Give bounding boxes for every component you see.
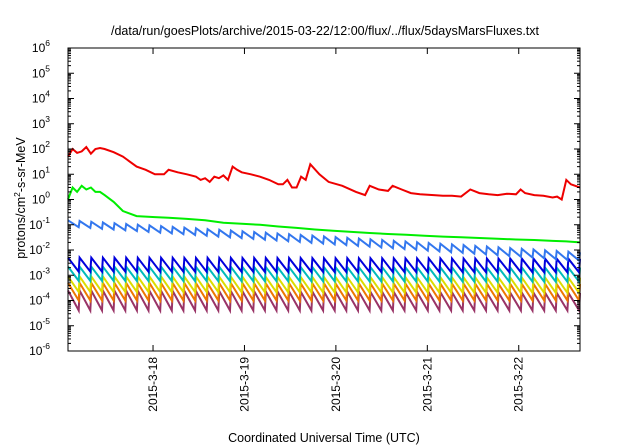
y-tick-label: 105 [32,63,50,80]
series-line-sawtooth [67,219,581,263]
y-tick-label: 10-5 [29,316,50,333]
x-tick-label: 2015-3-18 [146,357,160,412]
y-tick-label: 101 [32,164,50,181]
y-ticks: 10-6 10-5 10-4 10-3 10-2 10-1 100 101 102 103 104 1… [29,38,580,358]
x-axis-label: Coordinated Universal Time (UTC) [228,431,420,445]
y-tick-label: 104 [32,89,50,106]
y-tick-label: 10-1 [29,215,50,232]
y-tick-label: 100 [32,190,50,207]
x-tick-label: 2015-3-21 [420,357,434,412]
y-tick-label: 10-3 [29,265,50,282]
x-tick-label: 2015-3-22 [512,357,526,412]
y-axis-label-sup: 2 [12,192,22,197]
y-tick-label: 103 [32,114,50,131]
series-line-sawtooth [67,254,581,276]
y-tick-label: 106 [32,38,50,55]
chart-title: /data/run/goesPlots/archive/2015-03-22/1… [111,24,540,38]
x-tick-label: 2015-3-19 [237,357,251,412]
y-tick-label: 102 [32,139,50,156]
y-tick-label: 10-2 [29,240,50,257]
series-line [67,145,581,202]
y-axis-label-base: protons/cm [14,197,28,259]
y-tick-label: 10-4 [29,291,50,308]
plot-frame [67,47,581,352]
x-tick-label: 2015-3-20 [329,357,343,412]
x-ticks: 2015-3-18 2015-3-19 2015-3-20 2015-3-21 2015… [146,48,526,412]
y-axis-label: protons/cm2-s-sr-MeV [12,137,28,259]
y-axis-label-rest: -s-sr-MeV [14,137,28,193]
series-line [67,184,581,244]
y-tick-label: 10-6 [29,341,50,358]
series-layer [67,145,581,315]
